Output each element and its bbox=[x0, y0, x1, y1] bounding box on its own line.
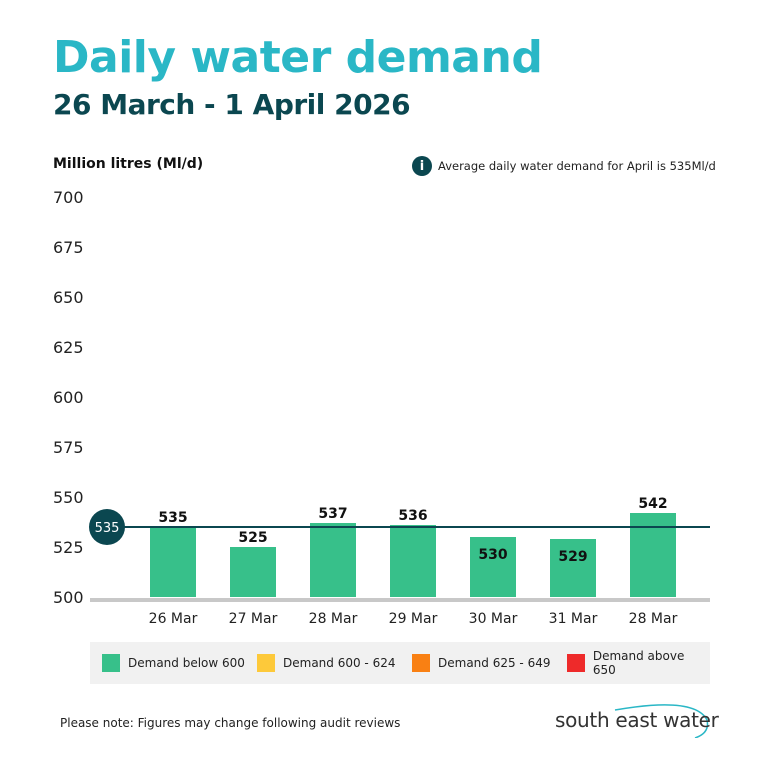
bar bbox=[230, 547, 276, 597]
bar bbox=[630, 513, 676, 597]
bar bbox=[150, 527, 196, 597]
legend-swatch bbox=[412, 654, 430, 672]
legend-swatch bbox=[102, 654, 120, 672]
brand-logo: south east water bbox=[555, 704, 719, 738]
bar bbox=[390, 525, 436, 597]
y-tick-label: 650 bbox=[53, 288, 84, 307]
footer-note: Please note: Figures may change followin… bbox=[60, 716, 401, 730]
y-tick-label: 550 bbox=[53, 488, 84, 507]
legend-label: Demand 625 - 649 bbox=[438, 656, 551, 670]
bar bbox=[470, 537, 516, 597]
logo-swoosh bbox=[614, 704, 709, 738]
data-label: 536 bbox=[398, 508, 427, 524]
x-tick-label: 31 Mar bbox=[549, 611, 598, 627]
legend-item: Demand 600 - 624 bbox=[257, 654, 400, 672]
x-tick-label: 26 Mar bbox=[149, 611, 198, 627]
data-label: 529 bbox=[558, 549, 587, 565]
data-label: 537 bbox=[318, 506, 347, 522]
data-label: 542 bbox=[638, 496, 667, 512]
legend-item: Demand above 650 bbox=[567, 649, 710, 677]
x-tick-label: 28 Mar bbox=[309, 611, 358, 627]
legend-label: Demand below 600 bbox=[128, 656, 245, 670]
y-axis-label: Million litres (Ml/d) bbox=[53, 156, 204, 172]
y-tick-label: 600 bbox=[53, 388, 84, 407]
legend-label: Demand 600 - 624 bbox=[283, 656, 396, 670]
legend: Demand below 600 Demand 600 - 624 Demand 6… bbox=[90, 642, 710, 684]
bar bbox=[550, 539, 596, 597]
average-note-text: Average daily water demand for April is … bbox=[438, 159, 716, 173]
info-icon: i bbox=[412, 156, 432, 176]
legend-item: Demand below 600 bbox=[102, 654, 245, 672]
x-tick-label: 29 Mar bbox=[389, 611, 438, 627]
y-tick-label: 700 bbox=[53, 188, 84, 207]
y-tick-label: 625 bbox=[53, 338, 84, 357]
y-tick-label: 525 bbox=[53, 538, 84, 557]
data-label: 535 bbox=[158, 510, 187, 526]
chart-title: Daily water demand bbox=[53, 32, 543, 83]
x-tick-label: 27 Mar bbox=[229, 611, 278, 627]
y-tick-label: 500 bbox=[53, 588, 84, 607]
x-tick-label: 30 Mar bbox=[469, 611, 518, 627]
y-tick-label: 575 bbox=[53, 438, 84, 457]
y-tick-label: 675 bbox=[53, 238, 84, 257]
bar bbox=[310, 523, 356, 597]
legend-swatch bbox=[567, 654, 585, 672]
legend-item: Demand 625 - 649 bbox=[412, 654, 555, 672]
data-label: 530 bbox=[478, 547, 507, 563]
average-marker bbox=[89, 509, 125, 545]
chart-subtitle: 26 March - 1 April 2026 bbox=[53, 88, 411, 121]
legend-swatch bbox=[257, 654, 275, 672]
x-tick-label: 28 Mar bbox=[629, 611, 678, 627]
logo-text: south east water bbox=[555, 708, 719, 732]
data-label: 525 bbox=[238, 530, 267, 546]
legend-label: Demand above 650 bbox=[592, 649, 685, 677]
average-marker-label: 535 bbox=[95, 521, 120, 536]
average-note: i Average daily water demand for April is… bbox=[412, 156, 716, 176]
